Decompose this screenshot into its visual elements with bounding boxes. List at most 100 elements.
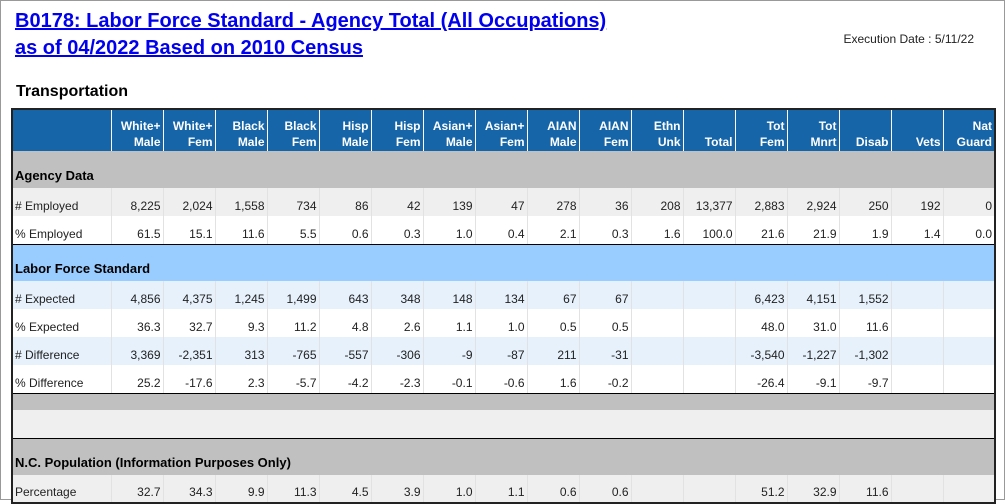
- table-cell: 313: [215, 337, 268, 365]
- column-header: Disab: [839, 109, 892, 151]
- section-band-row: Agency Data: [12, 151, 995, 188]
- report-title-line2[interactable]: as of 04/2022 Based on 2010 Census: [15, 37, 363, 59]
- table-cell: 1,499: [267, 281, 320, 309]
- table-cell: 0: [943, 188, 996, 216]
- table-cell: [631, 309, 684, 337]
- table-cell: 0.3: [371, 216, 424, 245]
- section-band-label: Labor Force Standard: [12, 244, 995, 281]
- column-header: Hisp Fem: [371, 109, 424, 151]
- table-cell: 25.2: [111, 365, 164, 394]
- execution-date: Execution Date : 5/11/22: [843, 32, 974, 46]
- table-cell: -1,302: [839, 337, 892, 365]
- table-cell: [631, 337, 684, 365]
- table-cell: -17.6: [163, 365, 216, 394]
- table-cell: [943, 281, 996, 309]
- section-heading: Transportation: [16, 83, 129, 100]
- table-cell: [943, 365, 996, 394]
- table-cell: 11.6: [215, 216, 268, 245]
- column-header: AIAN Fem: [579, 109, 632, 151]
- table-cell: 36: [579, 188, 632, 216]
- table-cell: 11.2: [267, 309, 320, 337]
- table-cell: 0.0: [943, 216, 996, 245]
- table-cell: 1.0: [423, 475, 476, 503]
- report-title-link[interactable]: B0178: Labor Force Standard - Agency Tot…: [15, 8, 606, 62]
- table-cell: -2.3: [371, 365, 424, 394]
- table-cell: 9.3: [215, 309, 268, 337]
- table-cell: 61.5: [111, 216, 164, 245]
- table-cell: [631, 475, 684, 503]
- table-cell: [683, 309, 736, 337]
- table-cell: 1,552: [839, 281, 892, 309]
- spacer-cell: [12, 393, 995, 410]
- table-cell: 48.0: [735, 309, 788, 337]
- table-cell: 250: [839, 188, 892, 216]
- table-cell: -0.6: [475, 365, 528, 394]
- table-cell: 0.5: [579, 309, 632, 337]
- table-cell: 5.5: [267, 216, 320, 245]
- header-blank: [12, 109, 112, 151]
- table-cell: 0.4: [475, 216, 528, 245]
- table-cell: 1.9: [839, 216, 892, 245]
- table-cell: 1.1: [475, 475, 528, 503]
- table-cell: 11.6: [839, 475, 892, 503]
- column-header: White+ Male: [111, 109, 164, 151]
- table-cell: -1,227: [787, 337, 840, 365]
- table-cell: [943, 475, 996, 503]
- column-header: Asian+ Fem: [475, 109, 528, 151]
- table-cell: -31: [579, 337, 632, 365]
- table-cell: [683, 281, 736, 309]
- table-cell: 2.6: [371, 309, 424, 337]
- row-label: % Expected: [12, 309, 112, 337]
- table-cell: [891, 337, 944, 365]
- table-cell: 2.3: [215, 365, 268, 394]
- table-cell: 9.9: [215, 475, 268, 503]
- table-cell: [891, 475, 944, 503]
- table-cell: 11.3: [267, 475, 320, 503]
- table-cell: 0.6: [579, 475, 632, 503]
- table-cell: -5.7: [267, 365, 320, 394]
- section-band-label: N.C. Population (Information Purposes On…: [12, 438, 995, 475]
- row-label: # Employed: [12, 188, 112, 216]
- table-cell: 2,924: [787, 188, 840, 216]
- table-cell: 42: [371, 188, 424, 216]
- table-cell: 86: [319, 188, 372, 216]
- table-cell: [631, 281, 684, 309]
- table-cell: 148: [423, 281, 476, 309]
- table-cell: 36.3: [111, 309, 164, 337]
- table-row: # Difference 3,369 -2,351 313 -765 -557 -306 -9…: [12, 337, 996, 365]
- table-cell: 192: [891, 188, 944, 216]
- column-header: Black Male: [215, 109, 268, 151]
- table-cell: 1,245: [215, 281, 268, 309]
- column-header: Total: [683, 109, 736, 151]
- table-cell: 21.6: [735, 216, 788, 245]
- table-cell: [891, 281, 944, 309]
- table-cell: 2.1: [527, 216, 580, 245]
- table-cell: 1.6: [527, 365, 580, 394]
- spacer-row: [12, 410, 995, 439]
- table-cell: 139: [423, 188, 476, 216]
- row-label: Percentage: [12, 475, 112, 503]
- table-row: Percentage 32.7 34.3 9.9 11.3 4.5 3.9 1.0 1.1 0.6…: [12, 475, 996, 503]
- column-header: Ethn Unk: [631, 109, 684, 151]
- row-label: # Difference: [12, 337, 112, 365]
- table-cell: -9: [423, 337, 476, 365]
- table-cell: 278: [527, 188, 580, 216]
- column-header: Asian+ Male: [423, 109, 476, 151]
- table-cell: 643: [319, 281, 372, 309]
- table-cell: 348: [371, 281, 424, 309]
- table-cell: 8,225: [111, 188, 164, 216]
- table-cell: -306: [371, 337, 424, 365]
- table-cell: [891, 309, 944, 337]
- column-header: Hisp Male: [319, 109, 372, 151]
- table-cell: 734: [267, 188, 320, 216]
- report-title-line1[interactable]: B0178: Labor Force Standard - Agency Tot…: [15, 10, 607, 32]
- table-cell: [891, 365, 944, 394]
- table-cell: 4,856: [111, 281, 164, 309]
- row-label: # Expected: [12, 281, 112, 309]
- table-cell: 4,151: [787, 281, 840, 309]
- column-header: Tot Mnrt: [787, 109, 840, 151]
- table-cell: [683, 475, 736, 503]
- table-row: % Expected 36.3 32.7 9.3 11.2 4.8 2.6 1.1 1.0 0.5…: [12, 309, 996, 337]
- table-cell: 34.3: [163, 475, 216, 503]
- table-cell: 3,369: [111, 337, 164, 365]
